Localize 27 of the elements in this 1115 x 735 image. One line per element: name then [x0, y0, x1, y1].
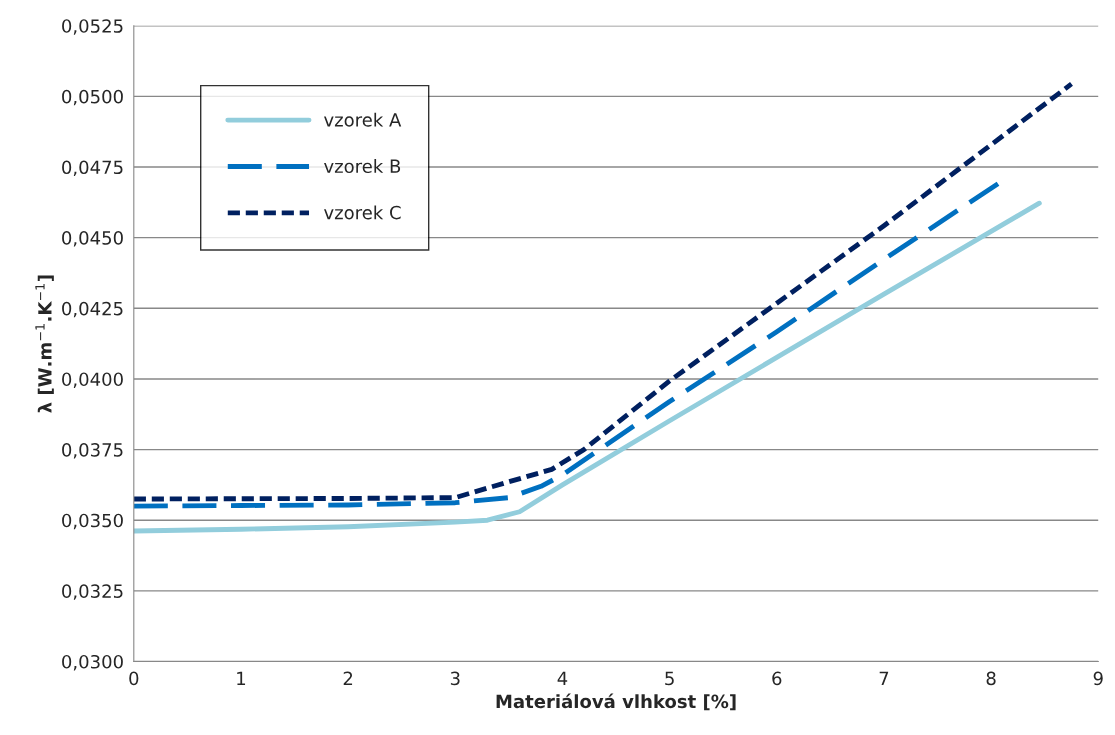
line-series: [133, 200, 1042, 534]
y-tick-label: 0,0425: [62, 301, 123, 318]
y-tick-label: 0,0375: [62, 443, 123, 459]
x-tick-label: 2: [343, 671, 353, 685]
x-tick-label: 3: [450, 671, 460, 686]
y-tick-label: 0,0325: [62, 584, 123, 600]
x-tick-label: 5: [665, 671, 674, 686]
y-tick-label: 0,0500: [62, 89, 123, 106]
y-tick-label: 0,0400: [62, 372, 123, 388]
y-tick-label: 0,0450: [62, 231, 123, 247]
y-tick-label: 0,0525: [62, 19, 123, 35]
x-tick-label: 8: [986, 671, 996, 686]
x-tick-label: 7: [879, 671, 889, 685]
y-tick-label: 0,0300: [62, 654, 123, 671]
x-axis-title: Materiálová vlhkost [%]: [496, 693, 736, 711]
x-tick-label: 4: [557, 671, 568, 685]
y-axis-title: λ [W.m$^{−1}$.K$^{−1}$]: [35, 275, 54, 413]
legend-label: vzorek A: [324, 112, 402, 127]
x-tick-label: 6: [772, 671, 782, 686]
x-tick-label: 1: [237, 671, 246, 685]
y-tick-label: 0,0475: [62, 160, 123, 176]
legend-label: vzorek C: [324, 205, 401, 220]
y-tick-label: 0,0350: [62, 513, 123, 530]
legend-label: vzorek B: [324, 159, 401, 174]
x-tick-label: 9: [1093, 671, 1103, 686]
x-tick-label: 0: [129, 671, 139, 686]
line-series: [133, 81, 1074, 502]
